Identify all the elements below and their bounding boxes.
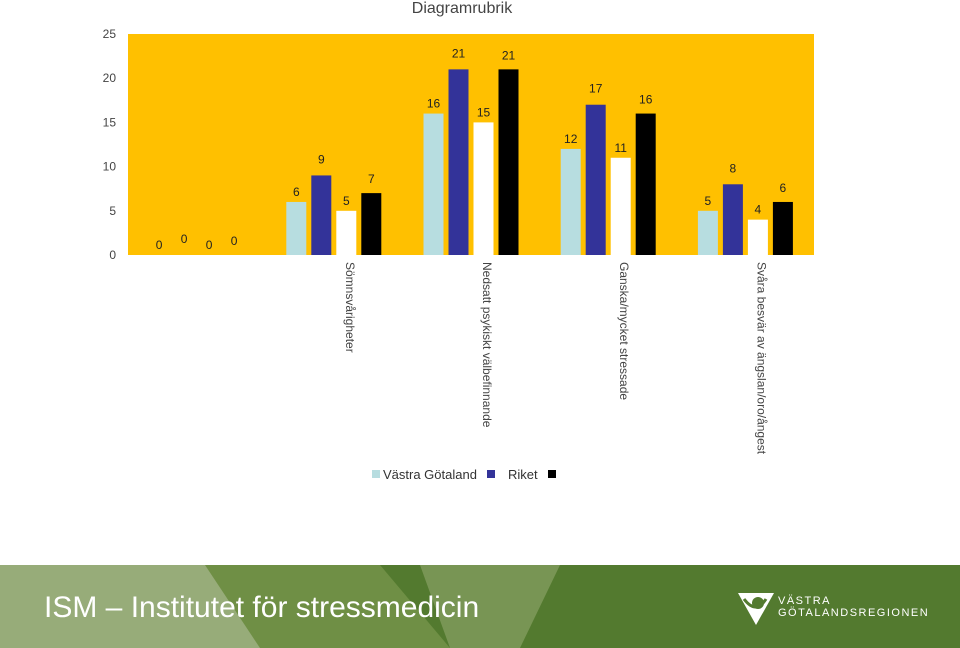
vgr-logo: VÄSTRA GÖTALANDSREGIONEN: [736, 589, 936, 631]
data-label: 21: [502, 48, 516, 62]
data-label: 0: [206, 238, 213, 252]
data-label: 8: [730, 161, 737, 175]
legend-swatch: [486, 470, 495, 478]
bar: [286, 201, 307, 255]
data-label: 6: [293, 185, 300, 199]
data-label: 4: [755, 203, 762, 217]
data-label: 7: [368, 172, 375, 186]
data-label: 6: [780, 181, 787, 195]
data-label: 5: [343, 194, 350, 208]
data-label: 0: [231, 234, 238, 248]
bars: [286, 69, 793, 256]
bar: [498, 69, 519, 255]
y-tick-label: 15: [103, 115, 117, 129]
logo-line-1: VÄSTRA: [778, 595, 832, 607]
value-labels: 0 0 0 0 6 9 5 7 16 21 15 21 12 17 11 16 5 8 4 6: [156, 46, 787, 252]
y-tick-label: 25: [103, 27, 117, 41]
bar: [473, 122, 494, 256]
category-label: Svåra besvär av ängslan/oro/ångest: [754, 262, 768, 455]
legend-item-vastra-gotaland: Västra Götaland: [372, 467, 477, 482]
y-tick-label: 5: [109, 204, 116, 218]
y-axis-ticks: 0 5 10 15 20 25: [103, 27, 117, 262]
footer: ISM – Institutet för stressmedicin VÄSTR…: [0, 565, 960, 648]
bar-chart: Diagramrubrik 0 5 10 15 20 25 0 0 0 0 6 9 5 7 16 21 15 2…: [103, 0, 814, 455]
bar: [423, 113, 444, 255]
data-label: 9: [318, 152, 325, 166]
bar: [560, 148, 581, 255]
data-label: 16: [427, 97, 441, 111]
bar: [610, 157, 631, 255]
data-label: 16: [639, 93, 653, 107]
logo-line-2: GÖTALANDSREGIONEN: [778, 607, 930, 619]
y-tick-label: 20: [103, 71, 117, 85]
category-label: Ganska/mycket stressade: [617, 262, 631, 400]
data-label: 0: [156, 238, 163, 252]
data-label: 17: [589, 82, 603, 96]
bar: [361, 193, 382, 255]
legend-item-riket: Riket: [508, 467, 538, 482]
bar: [722, 184, 743, 255]
legend: Västra Götaland Riket: [372, 465, 569, 483]
data-label: 11: [614, 141, 627, 155]
legend-item-series-4: [547, 470, 559, 478]
data-label: 5: [705, 194, 712, 208]
legend-label: Västra Götaland: [383, 466, 477, 482]
data-label: 12: [564, 132, 578, 146]
bar: [635, 113, 656, 255]
vgr-logo-text: VÄSTRA GÖTALANDSREGIONEN: [778, 595, 929, 619]
footer-decoration: [0, 565, 560, 648]
bar: [772, 201, 793, 255]
data-label: 0: [181, 232, 188, 246]
legend-label: Riket: [507, 466, 538, 482]
vgr-logo-icon: [738, 593, 774, 625]
chart-title: Diagramrubrik: [412, 0, 513, 17]
footer-title: ISM – Institutet för stressmedicin: [44, 591, 480, 624]
legend-swatch: [372, 470, 380, 478]
legend-item-series-2: [486, 470, 498, 478]
y-tick-label: 10: [103, 160, 117, 174]
legend-swatch: [547, 470, 556, 478]
bar: [747, 219, 768, 255]
bar: [336, 210, 357, 255]
y-tick-label: 0: [109, 248, 116, 262]
category-label: Nedsatt psykiskt välbefinnande: [480, 262, 494, 428]
category-label: Sömnsvårigheter: [343, 262, 357, 353]
data-label: 15: [477, 105, 491, 119]
bar: [311, 175, 332, 255]
bar: [585, 104, 606, 255]
category-labels: Sömnsvårigheter Nedsatt psykiskt välbefin…: [343, 262, 769, 455]
data-label: 21: [452, 46, 466, 60]
bar: [697, 210, 718, 255]
bar: [448, 69, 469, 255]
